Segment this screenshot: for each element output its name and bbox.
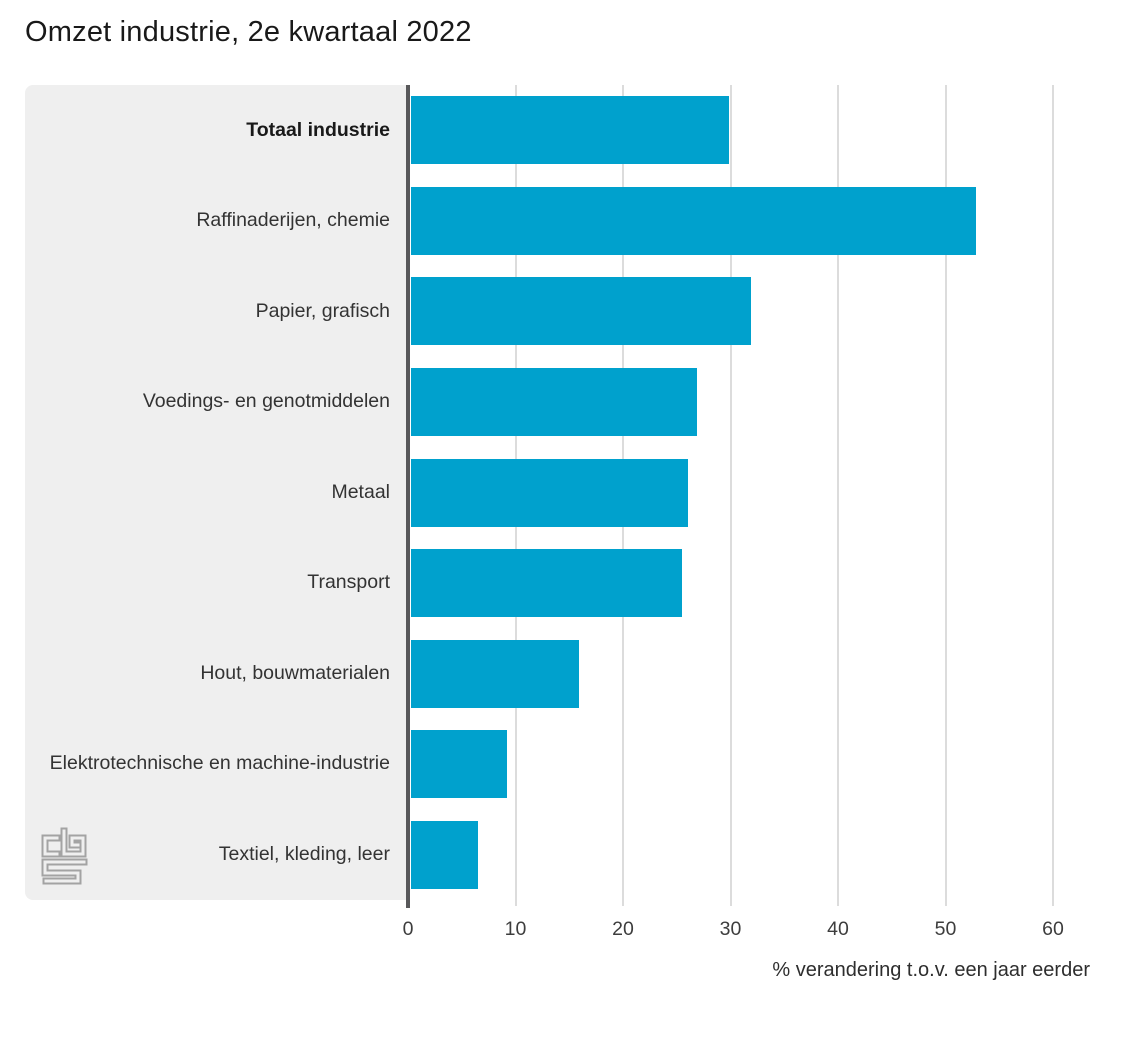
bar-transport xyxy=(411,549,683,618)
bar-raffinaderijen-chemie xyxy=(411,186,976,255)
x-tick-20: 20 xyxy=(612,918,634,940)
gridline-60 xyxy=(1052,85,1054,906)
bar-metaal xyxy=(411,458,688,527)
x-axis-caption: % verandering t.o.v. een jaar eerder xyxy=(772,959,1090,981)
chart-title: Omzet industrie, 2e kwartaal 2022 xyxy=(25,16,472,48)
category-label: Papier, grafisch xyxy=(42,266,390,357)
bar-hout-bouwmaterialen xyxy=(411,639,579,708)
gridline-40 xyxy=(837,85,839,906)
bar-textiel-kleding-leer xyxy=(411,820,478,889)
bar-elektrotechnische-en-machine-industrie xyxy=(411,730,507,799)
bar-voedings-en-genotmiddelen xyxy=(411,367,698,436)
bar-totaal-industrie xyxy=(411,96,730,165)
category-label: Voedings- en genotmiddelen xyxy=(42,357,390,448)
category-label: Totaal industrie xyxy=(42,85,390,176)
bar-papier-grafisch xyxy=(411,277,751,346)
category-label-text: Papier, grafisch xyxy=(255,299,390,322)
x-tick-50: 50 xyxy=(934,918,957,940)
x-tick-10: 10 xyxy=(504,918,527,940)
cbs-logo xyxy=(41,827,88,885)
x-tick-40: 40 xyxy=(827,918,849,940)
category-label-text: Elektrotechnische en machine-industrie xyxy=(49,752,390,775)
y-axis-line xyxy=(406,85,410,908)
category-label-text: Metaal xyxy=(331,480,390,503)
category-label-text: Transport xyxy=(307,571,390,594)
category-label: Transport xyxy=(42,538,390,629)
x-tick-30: 30 xyxy=(719,918,742,940)
category-label-text: Textiel, kleding, leer xyxy=(218,843,390,866)
category-label: Raffinaderijen, chemie xyxy=(42,176,390,267)
gridline-30 xyxy=(729,85,732,906)
category-label-text: Hout, bouwmaterialen xyxy=(200,661,390,684)
x-tick-0: 0 xyxy=(402,918,414,940)
gridline-50 xyxy=(944,85,947,906)
category-label-panel xyxy=(25,85,407,900)
category-label: Textiel, kleding, leer xyxy=(42,809,390,900)
category-label-text: Raffinaderijen, chemie xyxy=(196,209,390,232)
category-label-text: Voedings- en genotmiddelen xyxy=(142,390,390,413)
category-label-text: Totaal industrie xyxy=(246,118,390,141)
x-tick-60: 60 xyxy=(1042,918,1064,940)
category-label: Hout, bouwmaterialen xyxy=(42,628,390,719)
category-label: Elektrotechnische en machine-industrie xyxy=(42,719,390,810)
category-label: Metaal xyxy=(42,447,390,538)
